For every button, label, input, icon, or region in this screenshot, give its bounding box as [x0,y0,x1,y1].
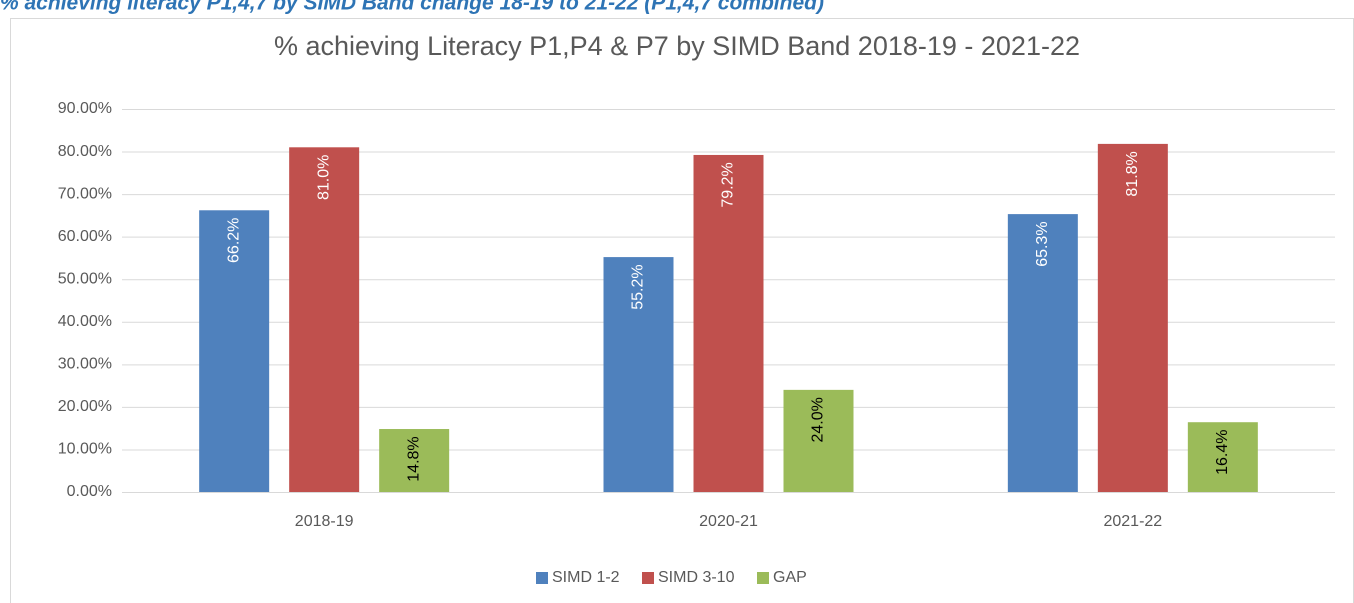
y-tick-label: 60.00% [58,228,112,245]
bar [603,257,674,492]
x-tick-label: 2018-19 [295,513,354,530]
y-tick-label: 0.00% [67,483,112,500]
y-tick-label: 50.00% [58,270,112,287]
y-tick-label: 10.00% [58,441,112,458]
legend-swatch [642,572,654,584]
data-label: 55.2% [630,264,647,309]
bar [1187,422,1258,492]
bar [693,154,764,492]
legend-swatch [757,572,769,584]
bar [379,429,450,492]
bar [783,389,854,492]
legend-label: SIMD 1-2 [552,569,620,586]
y-tick-label: 30.00% [58,356,112,373]
y-tick-label: 20.00% [58,398,112,415]
bar [1097,143,1168,492]
page-header: % achieving literacy P1,4,7 by SIMD Band… [0,0,824,15]
data-label: 65.3% [1034,221,1051,266]
legend-swatch [536,572,548,584]
legend-label: GAP [773,569,807,586]
bar [289,147,360,493]
data-label: 66.2% [225,218,242,263]
data-label: 24.0% [810,397,827,442]
data-label: 81.8% [1124,151,1141,196]
bar [199,210,270,492]
legend-label: SIMD 3-10 [658,569,735,586]
y-tick-label: 40.00% [58,313,112,330]
x-tick-label: 2021-22 [1103,513,1162,530]
y-tick-label: 70.00% [58,185,112,202]
y-tick-label: 90.00% [58,100,112,117]
data-label: 81.0% [315,155,332,200]
data-label: 14.8% [405,436,422,481]
data-label: 16.4% [1214,430,1231,475]
y-tick-label: 80.00% [58,143,112,160]
x-tick-label: 2020-21 [699,513,758,530]
bar [1007,214,1078,492]
data-label: 79.2% [720,162,737,207]
chart-title: % achieving Literacy P1,P4 & P7 by SIMD … [274,31,1080,61]
